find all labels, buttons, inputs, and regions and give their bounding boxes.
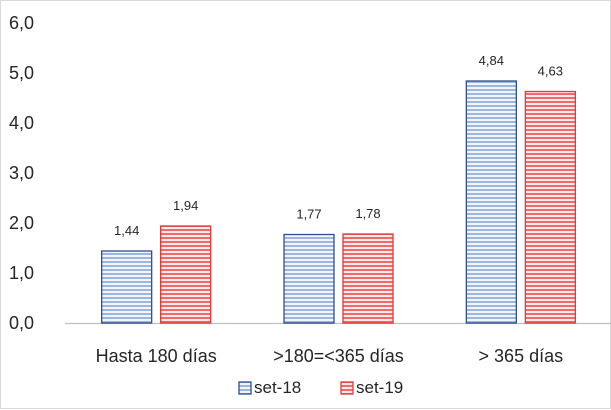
legend-label: set-18 [254, 378, 301, 397]
legend: set-18 set-19 [238, 378, 403, 397]
bar-set-18-0 [101, 250, 153, 324]
data-label: 1,78 [355, 206, 380, 221]
data-label: 4,63 [538, 64, 563, 79]
bar-set-19-1 [342, 233, 394, 324]
data-label: 1,77 [296, 207, 321, 222]
label-layer: 1,44 1,94 1,77 1,78 4,84 4,63 [114, 53, 563, 238]
bar-layer [101, 80, 576, 324]
y-tick-label: 3,0 [9, 163, 34, 183]
x-category-label: >180=<365 días [273, 346, 404, 366]
y-tick-label: 1,0 [9, 263, 34, 283]
bar-set-19-2 [524, 90, 576, 324]
bar-set-18-1 [283, 233, 335, 324]
bar-set-19-0 [160, 225, 212, 324]
data-label: 1,44 [114, 223, 139, 238]
legend-swatch-set-18 [238, 381, 252, 395]
legend-label: set-19 [356, 378, 403, 397]
y-tick-label: 5,0 [9, 63, 34, 83]
data-label: 1,94 [173, 198, 198, 213]
axis-layer: 0,0 1,0 2,0 3,0 4,0 5,0 6,0 Hasta 180 días >180=… [9, 13, 611, 366]
y-tick-label: 4,0 [9, 113, 34, 133]
y-tick-label: 6,0 [9, 13, 34, 33]
bar-set-18-2 [465, 80, 517, 324]
y-tick-label: 0,0 [9, 313, 34, 333]
x-category-label: Hasta 180 días [96, 346, 217, 366]
y-tick-label: 2,0 [9, 213, 34, 233]
data-label: 4,84 [479, 53, 504, 68]
x-category-label: > 365 días [479, 346, 564, 366]
legend-swatch-set-19 [340, 381, 354, 395]
